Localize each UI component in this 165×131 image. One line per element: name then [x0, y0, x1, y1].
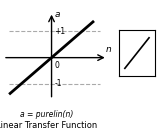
Text: +1: +1 [55, 27, 66, 36]
Text: 0: 0 [55, 61, 59, 70]
Text: n: n [106, 45, 111, 54]
Text: Linear Transfer Function: Linear Transfer Function [0, 121, 97, 130]
Text: a = purelin(n): a = purelin(n) [19, 110, 73, 119]
Text: a: a [55, 10, 60, 20]
Text: -1: -1 [55, 79, 62, 88]
